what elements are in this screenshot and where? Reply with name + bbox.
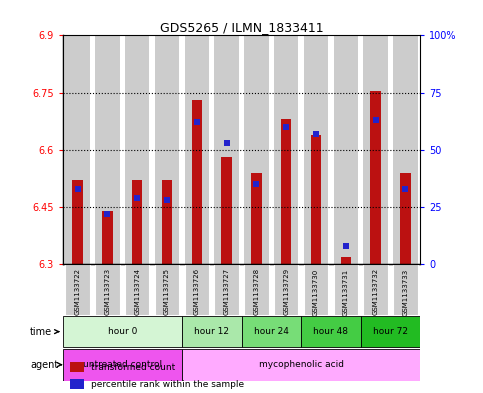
Bar: [393, 35, 417, 264]
Text: GSM1133726: GSM1133726: [194, 268, 200, 316]
Title: GDS5265 / ILMN_1833411: GDS5265 / ILMN_1833411: [160, 21, 323, 34]
Bar: [214, 35, 239, 264]
Text: GSM1133729: GSM1133729: [283, 268, 289, 316]
Bar: [361, 316, 420, 347]
Bar: [244, 264, 269, 315]
Bar: [125, 35, 149, 264]
Bar: [70, 379, 84, 389]
Text: GSM1133722: GSM1133722: [75, 268, 81, 315]
Bar: [304, 264, 328, 315]
Text: GSM1133733: GSM1133733: [402, 268, 408, 316]
Text: hour 24: hour 24: [254, 327, 289, 336]
Bar: [400, 173, 411, 264]
Text: GSM1133728: GSM1133728: [254, 268, 259, 316]
Bar: [66, 264, 90, 315]
Bar: [251, 173, 262, 264]
Bar: [370, 91, 381, 264]
Bar: [132, 180, 142, 264]
Bar: [363, 264, 388, 315]
Text: agent: agent: [30, 360, 61, 370]
Bar: [242, 316, 301, 347]
Text: time: time: [30, 327, 58, 337]
Text: GSM1133724: GSM1133724: [134, 268, 140, 315]
Text: hour 12: hour 12: [194, 327, 229, 336]
Bar: [363, 35, 388, 264]
Bar: [95, 35, 120, 264]
Bar: [125, 264, 149, 315]
Bar: [63, 316, 182, 347]
Text: hour 48: hour 48: [313, 327, 348, 336]
Bar: [63, 349, 182, 380]
Text: GSM1133723: GSM1133723: [104, 268, 111, 316]
Bar: [334, 264, 358, 315]
Bar: [192, 100, 202, 264]
Text: GSM1133725: GSM1133725: [164, 268, 170, 315]
Bar: [155, 264, 179, 315]
Bar: [185, 35, 209, 264]
Bar: [311, 134, 321, 264]
Bar: [95, 264, 120, 315]
Bar: [304, 35, 328, 264]
Bar: [341, 257, 351, 264]
Text: percentile rank within the sample: percentile rank within the sample: [91, 380, 244, 389]
Bar: [334, 35, 358, 264]
Bar: [102, 211, 113, 264]
Bar: [301, 316, 361, 347]
Bar: [281, 119, 291, 264]
Text: GSM1133727: GSM1133727: [224, 268, 229, 316]
Bar: [214, 264, 239, 315]
Text: hour 72: hour 72: [373, 327, 408, 336]
Bar: [221, 158, 232, 264]
Bar: [185, 264, 209, 315]
Bar: [66, 35, 90, 264]
Text: GSM1133731: GSM1133731: [343, 268, 349, 316]
Text: untreated control: untreated control: [83, 360, 162, 369]
Text: transformed count: transformed count: [91, 363, 176, 372]
Bar: [274, 264, 298, 315]
Text: GSM1133730: GSM1133730: [313, 268, 319, 316]
Bar: [182, 316, 242, 347]
Text: GSM1133732: GSM1133732: [372, 268, 379, 316]
Bar: [155, 35, 179, 264]
Bar: [393, 264, 417, 315]
Bar: [244, 35, 269, 264]
Bar: [70, 362, 84, 373]
Bar: [274, 35, 298, 264]
Bar: [162, 180, 172, 264]
Bar: [182, 349, 420, 380]
Text: mycophenolic acid: mycophenolic acid: [258, 360, 343, 369]
Bar: [72, 180, 83, 264]
Text: hour 0: hour 0: [108, 327, 137, 336]
